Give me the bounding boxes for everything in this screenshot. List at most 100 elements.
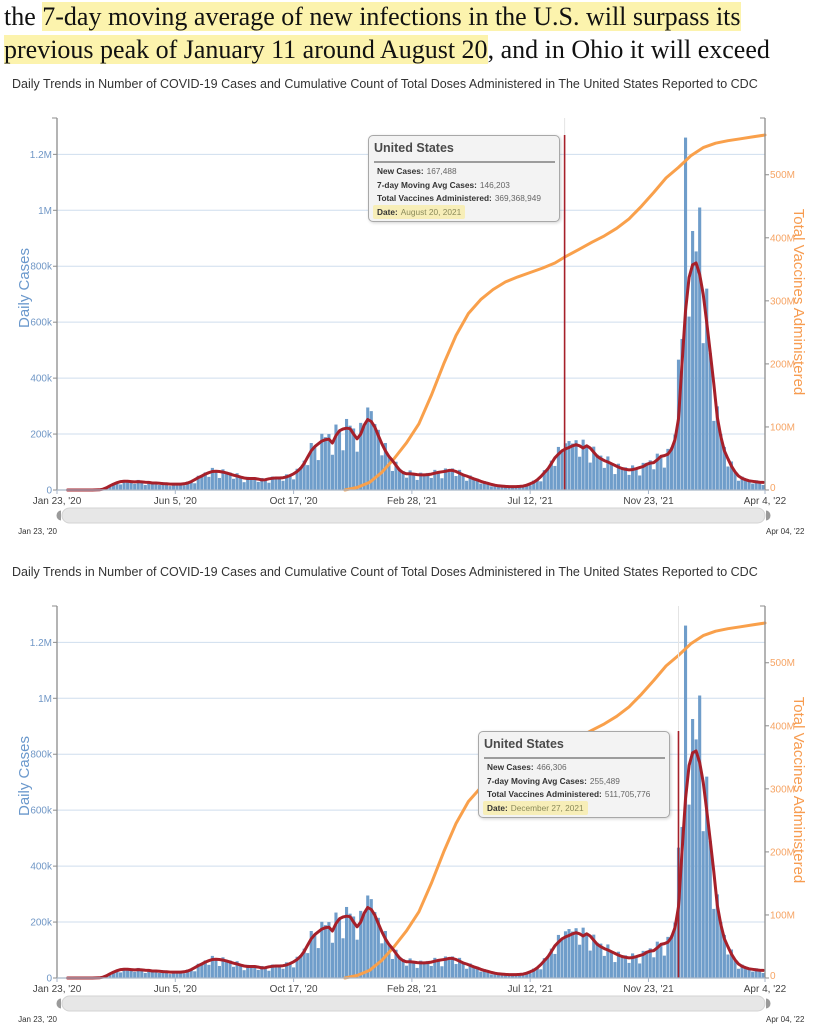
y2-tick-label: 300M <box>770 296 795 307</box>
daily-case-bar <box>458 469 462 490</box>
range-navigator[interactable]: Jan 23, '20 Apr 04, '22 <box>18 507 805 536</box>
daily-case-bar <box>655 941 659 978</box>
y2-tick-label: 0 <box>770 971 776 982</box>
daily-case-bar <box>330 454 334 490</box>
daily-case-bar <box>433 957 437 978</box>
daily-case-bar <box>560 938 564 978</box>
x-tick-label: Nov 23, '21 <box>623 496 674 507</box>
daily-case-bar <box>232 478 236 490</box>
daily-case-bar <box>263 479 267 490</box>
tooltip-row-new-cases: New Cases: 167,488 <box>377 165 557 179</box>
daily-case-bar <box>585 933 589 978</box>
daily-case-bar <box>175 971 179 978</box>
y2-axis-title: Total Vaccines Administered <box>790 209 807 395</box>
daily-case-bar <box>253 477 257 490</box>
y-tick-label: 400k <box>30 374 53 385</box>
date-highlight: Date: December 27, 2021 <box>483 801 588 816</box>
daily-case-bar <box>408 470 412 490</box>
daily-case-bar <box>239 965 243 978</box>
chart-plot-area[interactable]: 0 200k 400k 600k 800k 1M 1.2M 0 100M 200M 300M 400M… <box>0 72 826 536</box>
navigator-right-handle-icon[interactable] <box>766 510 771 521</box>
daily-case-bar <box>546 955 550 978</box>
navigator-right-handle-icon[interactable] <box>766 998 771 1009</box>
daily-case-bar <box>436 960 440 978</box>
daily-case-bar <box>249 965 253 978</box>
daily-case-bar <box>228 960 232 978</box>
daily-case-bar <box>200 963 204 978</box>
navigator-scrollbar[interactable] <box>61 995 766 1012</box>
y-tick-label: 1.2M <box>30 150 52 161</box>
daily-case-bar <box>627 962 631 978</box>
tooltip-value: December 27, 2021 <box>510 803 584 814</box>
daily-case-bar <box>267 482 271 490</box>
daily-case-bar <box>486 483 490 490</box>
y2-tick-label: 500M <box>770 658 795 669</box>
daily-case-bar <box>401 958 405 978</box>
daily-case-bar <box>528 485 532 490</box>
daily-case-bar <box>232 966 236 978</box>
daily-case-bar <box>521 485 525 490</box>
navigator-left-handle-icon[interactable] <box>56 510 62 521</box>
daily-case-bar <box>302 460 306 490</box>
daily-case-bar <box>567 929 571 978</box>
tooltip-label: Date: <box>487 803 508 814</box>
daily-case-bar <box>567 441 571 490</box>
daily-case-bar <box>306 953 310 978</box>
highlighted-text: previous peak of January 11 around Augus… <box>4 35 488 64</box>
daily-case-bar <box>426 960 430 978</box>
daily-case-bar <box>592 446 596 490</box>
daily-case-bar <box>443 956 447 978</box>
daily-case-bar <box>634 468 638 490</box>
daily-case-bar <box>337 918 342 978</box>
daily-case-bar <box>157 484 161 490</box>
daily-case-bar <box>387 456 391 490</box>
daily-case-bar <box>253 965 257 978</box>
daily-case-bar <box>539 969 543 978</box>
navigator-left-handle-icon[interactable] <box>56 998 62 1009</box>
daily-case-bar <box>694 251 698 490</box>
daily-case-bar <box>751 483 755 490</box>
daily-case-bar <box>284 962 289 978</box>
navigator-scrollbar[interactable] <box>61 507 766 524</box>
daily-case-bar <box>214 959 218 978</box>
daily-case-bar <box>563 443 568 490</box>
daily-case-bar <box>299 467 303 490</box>
daily-case-bar <box>705 288 709 490</box>
daily-case-bar <box>277 964 282 978</box>
daily-case-bar <box>412 962 416 978</box>
y-tick-label: 200k <box>30 430 53 441</box>
range-navigator[interactable]: Jan 23, '20 Apr 04, '22 <box>18 995 805 1024</box>
daily-case-bar <box>390 470 395 490</box>
daily-case-bar <box>634 956 638 978</box>
highlighted-text: 7-day moving average of new infections i… <box>42 2 741 31</box>
daily-case-bar <box>588 462 592 490</box>
daily-case-bar <box>539 481 543 490</box>
daily-case-bar <box>405 477 409 490</box>
y2-tick-label: 100M <box>770 422 795 433</box>
daily-case-bar <box>659 944 663 978</box>
tooltip-value: 255,489 <box>589 775 620 786</box>
y2-tick-label: 0 <box>770 483 776 494</box>
daily-case-bar <box>274 477 278 490</box>
daily-case-bar <box>249 477 253 490</box>
daily-case-bar <box>168 974 172 978</box>
tooltip-label: New Cases: <box>487 762 534 772</box>
daily-case-bar <box>510 486 515 490</box>
daily-case-bar <box>292 967 296 978</box>
daily-case-bar <box>373 423 377 490</box>
chart-tooltip: United States New Cases: 167,488 7-day Mo… <box>368 135 560 222</box>
daily-case-bar <box>609 463 613 490</box>
daily-case-bar <box>729 461 734 490</box>
daily-case-bar <box>542 470 546 490</box>
chart-plot-area[interactable]: 0 200k 400k 600k 800k 1M 1.2M 0 100M 200M 300M 400M… <box>0 560 826 1024</box>
daily-case-bar <box>659 456 663 490</box>
daily-case-bar <box>242 482 246 490</box>
daily-case-bar <box>436 472 440 490</box>
daily-case-bar <box>161 970 165 978</box>
daily-case-bar <box>574 928 578 978</box>
daily-case-bar <box>602 467 606 490</box>
daily-case-bar <box>263 967 267 978</box>
moving-average-line <box>66 261 765 492</box>
daily-case-bar <box>150 482 154 490</box>
y2-tick-label: 100M <box>770 910 795 921</box>
